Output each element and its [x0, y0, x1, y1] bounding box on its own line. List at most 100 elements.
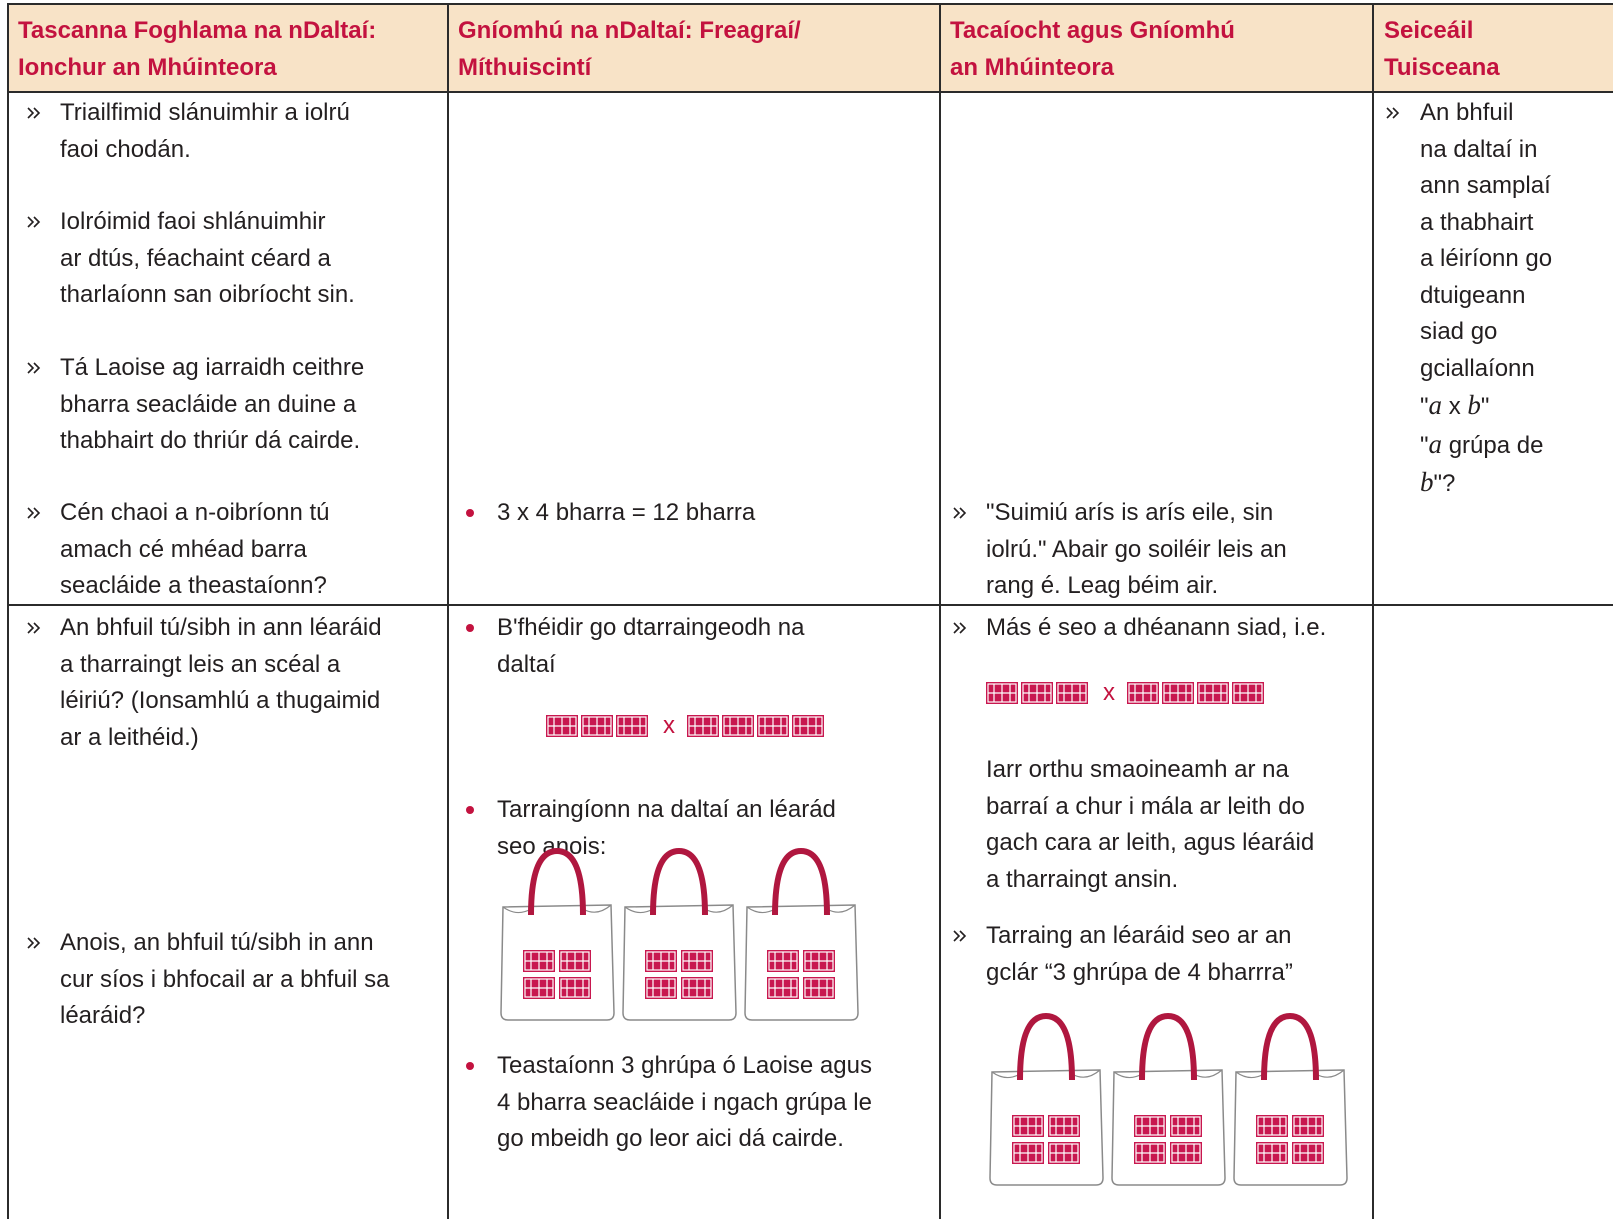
chocolate-bar	[722, 715, 754, 737]
text-line: seo anois:	[497, 832, 607, 860]
chocolate-bar	[1056, 682, 1088, 704]
text-line: 4 bharra seacláide i ngach grúpa le	[497, 1088, 872, 1116]
bag-handle	[1261, 1012, 1319, 1081]
chocolate-bar	[645, 950, 677, 972]
column-header: Gníomhú na nDaltaí: Freagraí/Míthuiscint…	[458, 12, 801, 86]
header-band	[8, 5, 1613, 92]
dot	[466, 624, 474, 632]
text-line: Iarr orthu smaoineamh ar na	[986, 756, 1289, 783]
arrow-marker	[27, 507, 41, 519]
text-block: An bhfuil tú/sibh in ann léaráid a tharra…	[60, 610, 382, 756]
arrow-marker	[27, 937, 41, 949]
dot	[466, 806, 474, 814]
chocolate-bar	[1048, 1142, 1080, 1164]
border	[1372, 3, 1374, 1219]
text-line: ar a leithéid.)	[60, 723, 199, 751]
dot	[466, 509, 474, 517]
text-line: seacláide a theastaíonn?	[60, 572, 327, 599]
text-line: Teastaíonn 3 ghrúpa ó Laoise agus	[497, 1052, 872, 1079]
bag-diagram	[989, 1012, 1348, 1186]
border	[7, 3, 9, 1219]
arrow-marker	[953, 930, 967, 942]
text-line: faoi chodán.	[60, 135, 191, 163]
border	[939, 3, 941, 1219]
chocolate-bar	[523, 977, 555, 999]
text-block: Tarraingíonn na daltaí an léarád seo anoi…	[497, 792, 836, 865]
text-run: "	[1480, 393, 1490, 420]
text-line: Triailfimid slánuimhir a iolrú	[60, 99, 350, 126]
text-block: Tarraing an léaráid seo ar an gclár “3 gh…	[986, 918, 1293, 991]
text-line: tharlaíonn san oibríocht sin.	[60, 281, 355, 308]
chocolate-bar	[1012, 1142, 1044, 1164]
text-line: bharra seacláide an duine a	[60, 390, 357, 418]
chevrons	[27, 107, 41, 119]
chocolate-bar	[1292, 1115, 1324, 1137]
text-block: "Suimiú arís is arís eile, sin iolrú." Ab…	[986, 495, 1287, 605]
dot	[466, 1062, 474, 1070]
arrow-marker	[27, 107, 41, 119]
bag-handle	[650, 847, 708, 916]
chocolate-bar	[767, 977, 799, 999]
text-line: iolrú." Abair go soiléir leis an	[986, 535, 1287, 563]
text-line: B'fhéidir go dtarraingeodh na	[497, 614, 805, 641]
chocolate-bar	[1134, 1142, 1166, 1164]
arrow-marker	[27, 216, 41, 228]
text-line: a thabhairt	[1420, 208, 1534, 236]
chocolate-bar	[1012, 1115, 1044, 1137]
chevrons	[27, 362, 41, 374]
text-block: 3 x 4 bharra = 12 bharra	[497, 495, 755, 532]
chocolate-bar	[523, 950, 555, 972]
text-line: thabhairt do thriúr dá cairde.	[60, 427, 361, 454]
chocolate-bar	[1170, 1115, 1202, 1137]
border	[447, 3, 449, 1219]
chocolate-bar	[616, 715, 648, 737]
bag-handle	[1139, 1012, 1197, 1081]
arrow-marker	[1386, 107, 1400, 119]
bag	[500, 847, 615, 1021]
text-line: ar dtús, féachaint céard a	[60, 244, 331, 272]
bag-body	[744, 904, 859, 1021]
column-header-line: Tascanna Foghlama na nDaltaí:	[18, 17, 377, 44]
text-line: cur síos i bhfocail ar a bhfuil sa	[60, 965, 390, 993]
text-block: Teastaíonn 3 ghrúpa ó Laoise agus 4 bharr…	[497, 1048, 872, 1158]
chevrons	[953, 930, 967, 942]
math-variable: a	[1428, 390, 1443, 420]
text-line: léaráid?	[60, 1002, 146, 1029]
text-block: Anois, an bhfuil tú/sibh in ann cur síos …	[60, 925, 390, 1035]
bag-body	[989, 1069, 1104, 1186]
border	[8, 91, 1613, 93]
bag-body	[622, 904, 737, 1021]
column-header-line: Tuisceana	[1384, 54, 1500, 81]
arrow-marker	[953, 507, 967, 519]
column-header-line: Seiceáil	[1384, 17, 1474, 44]
text-line: na daltaí in	[1420, 135, 1538, 163]
text-line: An bhfuil tú/sibh in ann léaráid	[60, 614, 382, 641]
bag-handle	[772, 847, 830, 916]
chocolate-bar	[1292, 1142, 1324, 1164]
text-line: barraí a chur i mála ar leith do	[986, 792, 1305, 820]
text-block: Tá Laoise ag iarraidh ceithre bharra seac…	[60, 350, 364, 460]
text-line: Anois, an bhfuil tú/sibh in ann	[60, 929, 374, 956]
text-line: Cén chaoi a n-oibríonn tú	[60, 499, 330, 526]
text-line: amach cé mhéad barra	[60, 535, 307, 563]
arrow-marker	[953, 622, 967, 634]
border	[8, 3, 1613, 5]
text-line: Tarraing an léaráid seo ar an	[986, 922, 1292, 949]
bag-handle	[1017, 1012, 1075, 1081]
chocolate-bar	[1256, 1115, 1288, 1137]
arrow-marker	[27, 622, 41, 634]
text-line: b"?	[1420, 464, 1552, 503]
bag	[1111, 1012, 1226, 1186]
chocolate-bar	[1134, 1115, 1166, 1137]
chocolate-bar	[767, 950, 799, 972]
text-block: Iolróimid faoi shlánuimhir ar dtús, féach…	[60, 204, 355, 314]
bag-body	[1111, 1069, 1226, 1186]
column-header-line: Gníomhú na nDaltaí: Freagraí/	[458, 17, 801, 44]
chocolate-bar	[1256, 1142, 1288, 1164]
text-line: a tharraingt leis an scéal a	[60, 650, 341, 678]
chevrons	[1386, 107, 1400, 119]
text-line: ann samplaí	[1420, 172, 1551, 199]
bullet-marker	[466, 624, 474, 632]
bag	[622, 847, 737, 1021]
